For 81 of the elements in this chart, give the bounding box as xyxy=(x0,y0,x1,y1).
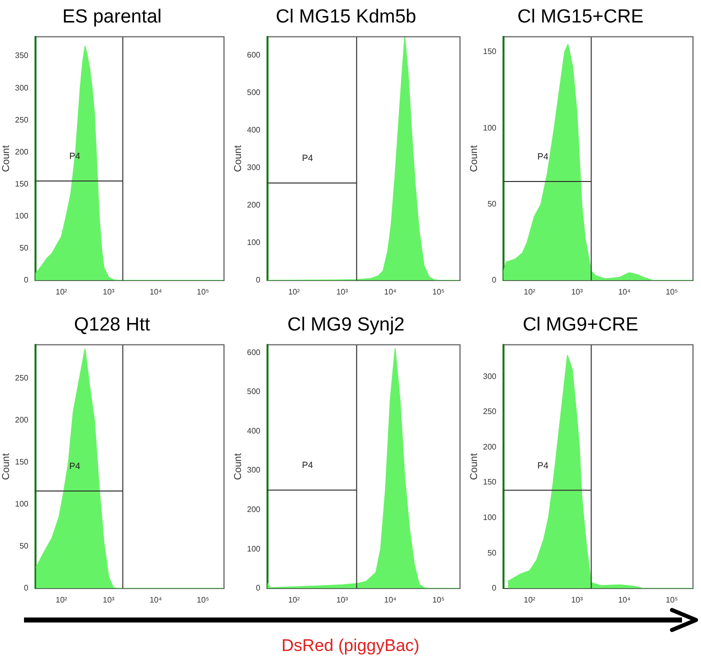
y-tick-label: 100 xyxy=(14,500,29,509)
y-tick-label: 500 xyxy=(246,387,261,396)
x-tick-label: 10² xyxy=(524,287,536,296)
x-tick-label: 10⁵ xyxy=(432,287,445,296)
y-axis-title: Count xyxy=(0,453,12,480)
x-tick-label: 10³ xyxy=(336,595,348,604)
x-tick-label: 10⁴ xyxy=(618,595,632,604)
y-tick-label: 50 xyxy=(487,548,497,558)
x-tick-label: 10² xyxy=(288,287,300,296)
x-tick-label: 10⁵ xyxy=(196,595,210,604)
y-tick-label: 400 xyxy=(246,426,261,436)
chart-title: Cl MG15+CRE xyxy=(517,6,644,28)
chart-title: ES parental xyxy=(62,6,162,28)
y-tick-label: 400 xyxy=(246,126,261,135)
x-tick-label: 10⁵ xyxy=(666,595,678,604)
x-tick-label: 10⁴ xyxy=(150,595,162,604)
y-tick-label: 0 xyxy=(256,276,261,285)
x-tick-label: 10² xyxy=(288,595,300,604)
x-tick-label: 10⁴ xyxy=(150,287,162,296)
x-tick-label: 10⁵ xyxy=(666,287,678,296)
y-tick-label: 150 xyxy=(482,47,497,56)
y-tick-label: 0 xyxy=(24,276,29,285)
y-tick-label: 100 xyxy=(482,123,497,132)
x-axis-title: DsRed (piggyBac) xyxy=(280,636,420,656)
y-tick-label: 500 xyxy=(246,88,261,98)
y-tick-label: 50 xyxy=(19,542,29,551)
x-tick-label: 10⁵ xyxy=(196,287,210,296)
y-tick-label: 200 xyxy=(246,505,261,514)
x-tick-label: 10² xyxy=(56,287,68,296)
y-tick-label: 250 xyxy=(482,407,497,416)
y-axis-title: Count xyxy=(232,145,244,172)
y-axis-title: Count xyxy=(0,145,12,172)
ref-line-label: P4 xyxy=(302,152,314,163)
x-tick-label: 10³ xyxy=(571,287,584,296)
y-tick-label: 200 xyxy=(482,442,497,452)
y-tick-label: 150 xyxy=(14,458,29,467)
x-tick-label: 10³ xyxy=(571,595,584,604)
y-tick-label: 100 xyxy=(246,238,261,248)
y-tick-label: 200 xyxy=(14,147,29,156)
x-tick-label: 10² xyxy=(524,595,536,604)
y-tick-label: 600 xyxy=(246,348,261,357)
y-tick-label: 300 xyxy=(246,466,261,475)
y-tick-label: 0 xyxy=(492,584,497,593)
y-tick-label: 0 xyxy=(256,584,261,593)
x-tick-label: 10⁵ xyxy=(432,595,445,604)
y-tick-label: 100 xyxy=(482,512,497,522)
ref-line-label: P4 xyxy=(302,460,314,470)
y-tick-label: 250 xyxy=(14,115,29,124)
x-tick-label: 10² xyxy=(56,595,68,604)
y-axis-title: Count xyxy=(468,145,480,172)
y-tick-label: 200 xyxy=(246,200,261,210)
y-tick-label: 0 xyxy=(24,584,29,593)
y-tick-label: 150 xyxy=(482,478,497,487)
y-tick-label: 100 xyxy=(246,544,261,554)
y-tick-label: 600 xyxy=(246,50,261,60)
chart-title: Cl MG9+CRE xyxy=(522,314,638,336)
y-tick-label: 50 xyxy=(487,199,497,208)
x-tick-label: 10⁴ xyxy=(384,287,398,296)
y-tick-label: 250 xyxy=(14,374,29,383)
y-tick-label: 300 xyxy=(14,83,29,92)
y-tick-label: 300 xyxy=(482,372,497,381)
ref-line-label: P4 xyxy=(537,460,548,470)
ref-line-label: P4 xyxy=(537,151,548,162)
chart-title: Cl MG15 Kdm5b xyxy=(276,6,416,28)
y-tick-label: 50 xyxy=(19,244,29,253)
x-tick-label: 10³ xyxy=(102,287,115,296)
y-tick-label: 200 xyxy=(14,416,29,425)
y-tick-label: 150 xyxy=(14,179,29,188)
x-tick-label: 10⁴ xyxy=(618,287,632,296)
y-axis-title: Count xyxy=(232,453,244,480)
x-tick-label: 10³ xyxy=(336,287,348,296)
x-tick-label: 10⁴ xyxy=(384,595,398,604)
y-tick-label: 0 xyxy=(492,276,497,285)
ref-line-label: P4 xyxy=(69,460,80,471)
y-tick-label: 350 xyxy=(14,51,29,60)
y-tick-label: 300 xyxy=(246,163,261,172)
y-axis-title: Count xyxy=(468,453,480,480)
chart-title: Cl MG9 Synj2 xyxy=(287,314,405,336)
y-tick-label: 100 xyxy=(14,212,29,220)
x-tick-label: 10³ xyxy=(102,595,115,604)
chart-title: Q128 Htt xyxy=(74,314,151,336)
